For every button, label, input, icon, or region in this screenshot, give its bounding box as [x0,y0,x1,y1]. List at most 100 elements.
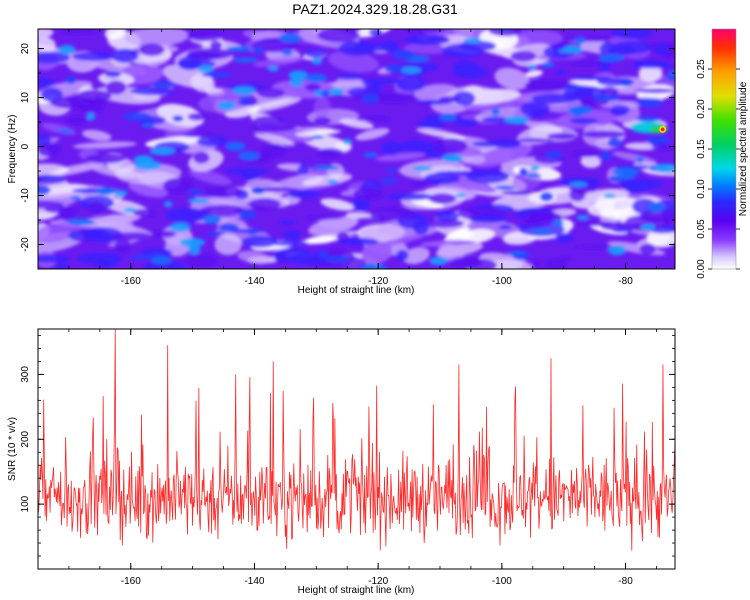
spectral-patch [611,227,634,233]
spectral-patch [252,46,264,55]
spectral-patch [181,132,216,138]
snr-x-axis-label: Height of straight line (km) [298,585,415,596]
y-tick-label: 20 [20,43,31,55]
spectral-patch [58,45,76,55]
spectral-patch [468,215,508,224]
x-tick-label: -160 [121,276,141,287]
spectral-patch [352,196,371,212]
spectral-patch [123,112,152,122]
spectral-patch [123,207,137,213]
spectral-patch [238,209,257,220]
spectral-patch [54,263,70,269]
spectral-patch [187,244,201,255]
spectral-patch [67,233,83,238]
spectral-patch [569,181,588,188]
spectral-patch [172,115,184,122]
spectral-patch [227,45,252,52]
y-tick-label: 0 [20,143,31,149]
snr-panel: -160 -140 -120 -100 -80 100 200 300 Height of s… [7,328,676,596]
spectrogram-y-axis-label: Frequency (Hz) [7,115,18,184]
spectral-patch [134,160,162,170]
spectral-patch [612,151,657,164]
spectral-patch [251,186,266,195]
spectral-patch [359,227,406,241]
spectral-patch [163,201,173,208]
spectral-patch [410,198,444,209]
spectral-patch [580,155,601,169]
spectral-patch [84,153,127,164]
spectral-patch [598,59,612,72]
spectral-patch [313,97,331,119]
spectral-patch [488,29,524,37]
spectral-patch [563,45,582,52]
spectral-patch [436,210,460,223]
spectral-patch [452,118,479,127]
spectral-patch [402,247,430,265]
spectrogram-texture [38,29,675,269]
spectral-patch [592,93,620,102]
spectral-patch [248,197,282,211]
x-tick-label: -140 [244,576,264,587]
spectral-patch [429,256,448,266]
spectral-patch [380,141,402,156]
spectral-patch [607,137,622,148]
spectral-patch [438,243,464,262]
spectral-patch [86,112,96,121]
spectral-patch [305,83,321,92]
spectral-patch [38,29,54,39]
snr-frame [37,328,676,570]
spectral-patch [38,174,67,184]
spectral-patch [38,77,56,88]
spectral-patch [404,34,450,46]
spectral-patch [237,250,272,265]
spectral-patch [397,140,433,153]
spectral-patch [344,256,367,269]
spectral-patch [339,118,374,129]
spectral-patch [595,195,615,215]
spectral-patch [632,63,675,69]
y-tick-label: -10 [20,188,31,203]
spectral-patch [638,65,663,82]
colorbar-tick-label: 0.05 [696,219,707,239]
spectral-patch [530,259,543,268]
spectral-patch [40,87,64,103]
spectral-patch [559,256,572,263]
spectral-patch [187,198,210,204]
spectral-patch [82,129,112,141]
spectral-patch [363,152,378,158]
spectral-patch [320,198,355,211]
x-tick-label: -120 [368,276,388,287]
spectral-patch [510,29,563,47]
spectral-patch [113,189,128,197]
spectral-patch [668,70,675,77]
spectral-patch [308,216,358,236]
colorbar-tick-label: 0.20 [696,99,707,119]
colorbar-tick-label: 0.00 [696,259,707,279]
spectrogram-field [38,29,675,269]
spectral-patch [156,103,204,127]
spectral-patch [472,144,533,167]
spectral-patch [368,233,428,250]
spectral-patch [186,29,224,42]
spectral-patch [273,247,312,263]
spectral-patch [369,85,382,95]
spectral-patch [336,231,350,242]
x-tick-label: -100 [492,276,512,287]
spectral-patch [653,163,675,173]
y-tick-label: 200 [20,430,31,447]
spectral-patch [44,206,79,214]
spectral-patch [514,138,554,143]
spectral-patch [204,185,244,198]
spectral-patch [247,97,302,113]
spectral-patch [162,177,194,194]
spectral-patch [214,233,242,256]
spectral-patch [362,93,379,104]
spectral-patch [368,29,383,37]
spectral-patch [613,174,636,180]
spectral-patch [321,90,330,98]
spectral-patch [636,98,664,108]
spectral-patch [479,252,533,269]
spectral-patch [369,207,417,221]
spectral-patch [343,138,353,145]
spectral-patch [283,229,301,241]
